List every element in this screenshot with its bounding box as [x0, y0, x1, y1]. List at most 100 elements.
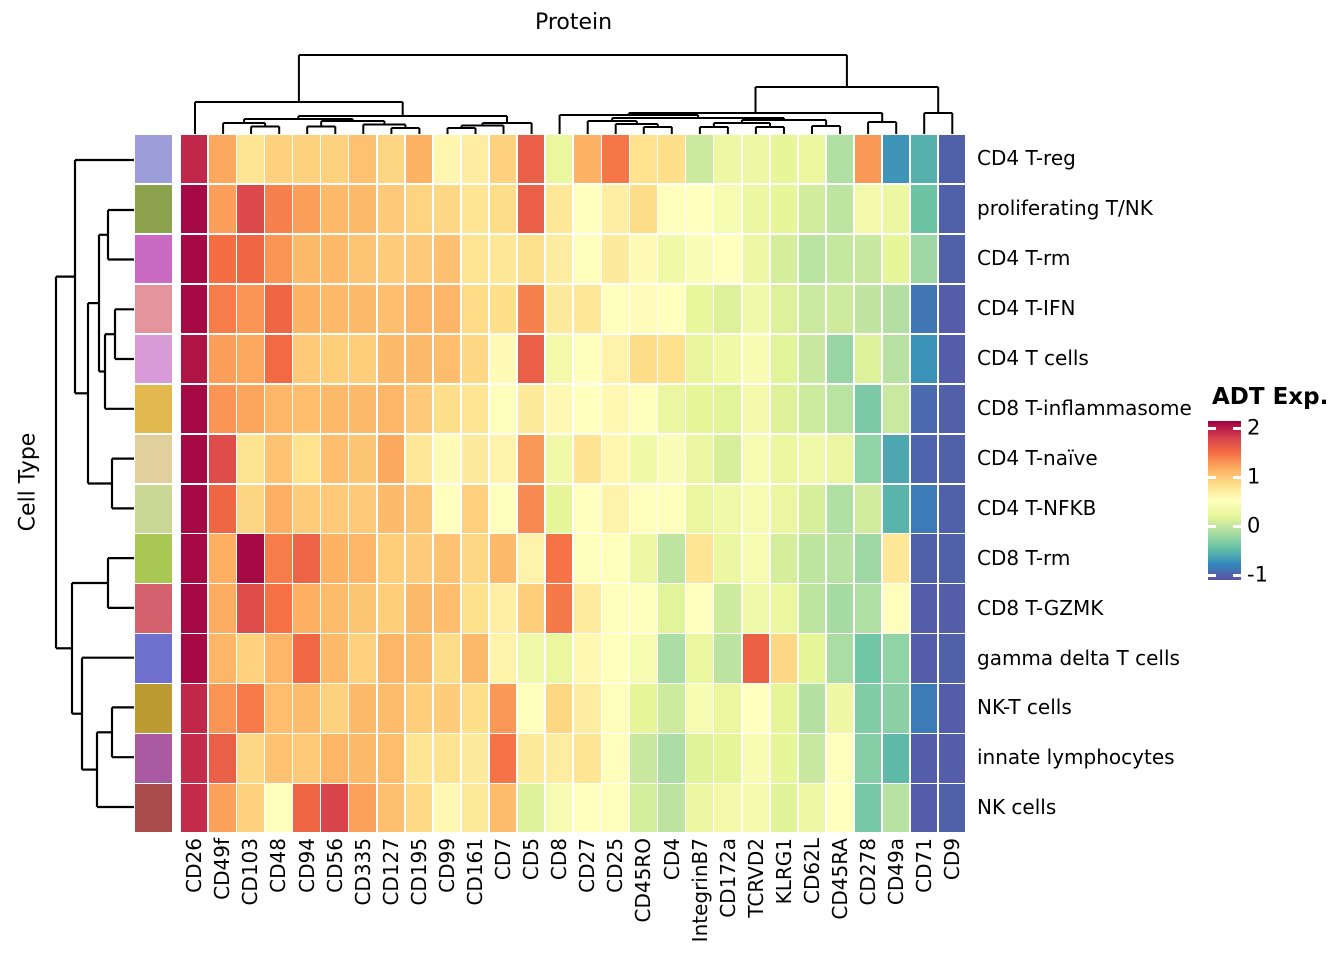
heatmap-cell — [686, 334, 713, 384]
heatmap-cell — [349, 684, 376, 733]
heatmap-cell — [265, 334, 292, 384]
heatmap-cell — [377, 634, 404, 683]
heatmap-cell — [854, 434, 882, 483]
heatmap-cell — [489, 284, 517, 334]
heatmap-cell — [405, 184, 433, 234]
heatmap-cell — [798, 184, 826, 234]
heatmap-cell — [321, 284, 348, 334]
heatmap-cell — [209, 634, 236, 683]
heatmap-cell — [602, 284, 629, 334]
heatmap-cell — [826, 684, 854, 733]
row-annotation-cell — [135, 135, 172, 184]
heatmap-cell — [545, 234, 573, 284]
row-label: CD4 T-rm — [977, 246, 1071, 271]
heatmap-cell — [574, 784, 601, 833]
row-label: gamma delta T cells — [977, 645, 1180, 670]
heatmap-cell — [377, 584, 404, 633]
heatmap-cell — [882, 284, 910, 334]
row-label: NK cells — [977, 795, 1057, 820]
heatmap-cell — [854, 184, 882, 234]
heatmap-cell — [742, 384, 769, 433]
heatmap-cell — [377, 734, 404, 783]
heatmap-cell — [545, 484, 573, 533]
heatmap-cell — [321, 784, 348, 833]
colorbar-tick-mark — [1208, 426, 1216, 430]
heatmap-cell — [293, 284, 320, 334]
heatmap-cell — [574, 434, 601, 483]
column-dendrogram-title: Protein — [534, 10, 613, 35]
heatmap-cell — [854, 634, 882, 683]
colorbar — [1208, 421, 1241, 580]
heatmap-cell — [545, 384, 573, 433]
heatmap-cell — [658, 634, 685, 683]
heatmap-cell — [630, 284, 657, 334]
heatmap-cell — [658, 434, 685, 483]
heatmap-cell — [545, 334, 573, 384]
heatmap-cell — [209, 234, 236, 284]
heatmap-cell — [686, 584, 713, 633]
heatmap-cell — [910, 434, 938, 483]
heatmap-cell — [714, 534, 741, 583]
heatmap-cell — [517, 734, 545, 783]
heatmap-cell — [321, 434, 348, 483]
heatmap-cell — [489, 684, 517, 733]
heatmap-cell — [910, 684, 938, 733]
heatmap-cell — [854, 135, 882, 184]
heatmap-cell — [826, 584, 854, 633]
column-label: CD9 — [940, 838, 965, 881]
heatmap-cell — [181, 434, 208, 483]
heatmap-cell — [377, 784, 404, 833]
heatmap-cell — [939, 384, 966, 433]
heatmap-cell — [686, 684, 713, 733]
heatmap-cell — [265, 284, 292, 334]
heatmap-cell — [910, 534, 938, 583]
heatmap-cell — [181, 784, 208, 833]
heatmap-cell — [714, 634, 741, 683]
heatmap-cell — [265, 584, 292, 633]
heatmap-cell — [630, 684, 657, 733]
heatmap-cell — [882, 334, 910, 384]
heatmap-cell — [181, 634, 208, 683]
heatmap-cell — [405, 434, 433, 483]
heatmap-cell — [686, 184, 713, 234]
heatmap-cell — [882, 484, 910, 533]
heatmap-cell — [882, 384, 910, 433]
heatmap-cell — [237, 734, 264, 783]
heatmap-cell — [209, 684, 236, 733]
heatmap-cell — [293, 384, 320, 433]
heatmap-cell — [293, 534, 320, 583]
heatmap-cell — [349, 234, 376, 284]
heatmap-cell — [265, 434, 292, 483]
heatmap-cell — [602, 184, 629, 234]
heatmap-cell — [826, 784, 854, 833]
heatmap-cell — [742, 684, 769, 733]
heatmap-cell — [574, 684, 601, 733]
heatmap-cell — [939, 184, 966, 234]
heatmap-cell — [854, 684, 882, 733]
heatmap-cell — [630, 634, 657, 683]
row-label: CD4 T-naïve — [977, 445, 1098, 470]
heatmap-cell — [405, 734, 433, 783]
heatmap-cell — [237, 634, 264, 683]
heatmap-cell — [714, 184, 741, 234]
heatmap-cell — [686, 634, 713, 683]
row-annotation-cell — [135, 484, 172, 533]
heatmap-cell — [461, 384, 489, 433]
heatmap-cell — [939, 334, 966, 384]
heatmap-cell — [461, 484, 489, 533]
heatmap-cell — [237, 784, 264, 833]
heatmap-cell — [181, 234, 208, 284]
heatmap-cell — [461, 234, 489, 284]
heatmap-cell — [910, 334, 938, 384]
heatmap-cell — [237, 184, 264, 234]
heatmap-cell — [545, 734, 573, 783]
colorbar-tick-mark — [1233, 524, 1241, 528]
heatmap-cell — [602, 234, 629, 284]
heatmap-cell — [545, 584, 573, 633]
heatmap-cell — [854, 534, 882, 583]
heatmap-cell — [742, 534, 769, 583]
row-annotation-cell — [135, 284, 172, 334]
heatmap-cell — [517, 384, 545, 433]
row-label: CD4 T-NFKB — [977, 495, 1097, 520]
heatmap-cell — [910, 734, 938, 783]
